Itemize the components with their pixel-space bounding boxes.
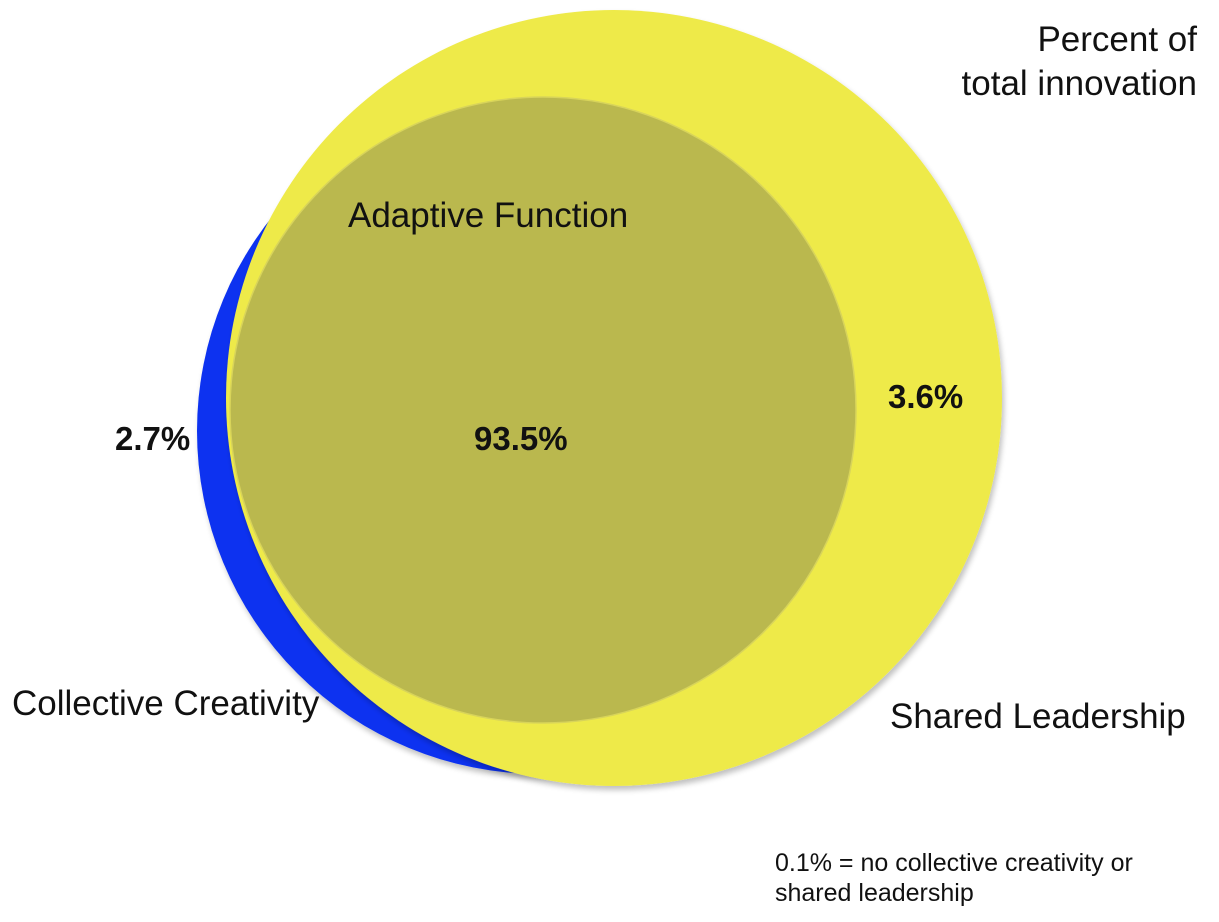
- footnote-line-1: 0.1% = no collective creativity or: [775, 849, 1133, 877]
- collective-creativity-label: Collective Creativity: [12, 684, 320, 723]
- footnote-line-2: shared leadership: [775, 879, 974, 907]
- collective-only-percent: 2.7%: [115, 420, 191, 457]
- legend-title-line-1: Percent of: [1037, 20, 1197, 59]
- overlap-percent: 93.5%: [474, 420, 568, 457]
- legend-title: Percent of total innovation: [962, 18, 1197, 106]
- adaptive-function-circle: [229, 96, 857, 724]
- legend-title-line-2: total innovation: [961, 64, 1197, 103]
- shared-only-percent: 3.6%: [888, 378, 964, 415]
- adaptive-function-label: Adaptive Function: [348, 196, 629, 235]
- shared-leadership-label: Shared Leadership: [890, 697, 1186, 736]
- footnote: 0.1% = no collective creativity or share…: [775, 848, 1133, 908]
